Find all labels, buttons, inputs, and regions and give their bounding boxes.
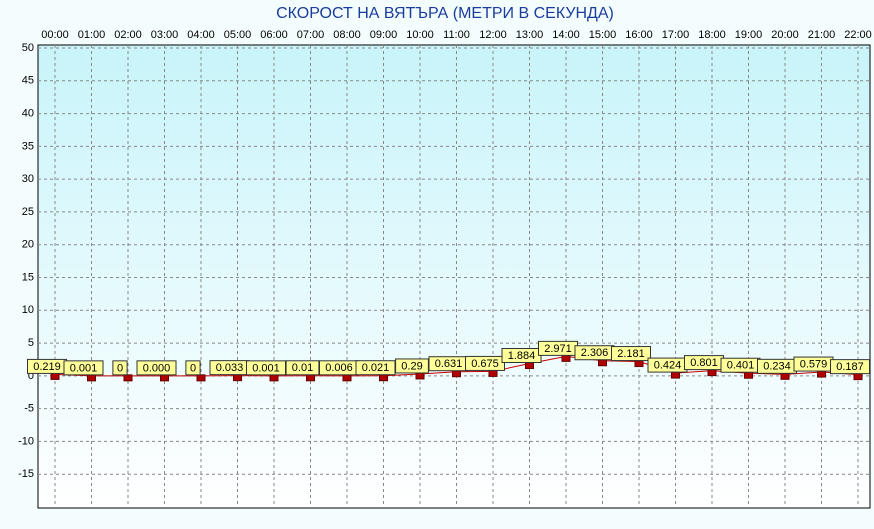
marker [817, 370, 826, 378]
value-label-box [112, 360, 128, 376]
marker [671, 371, 680, 379]
value-label: 0 [117, 362, 123, 374]
value-label: 0.033 [216, 362, 244, 374]
marker [415, 372, 425, 380]
y-tick-label: 30 [22, 173, 34, 185]
value-label-box [465, 355, 505, 371]
marker [87, 374, 96, 382]
marker [160, 374, 169, 382]
marker [452, 370, 461, 378]
x-tick-label: 11:00 [443, 29, 470, 41]
value-label-box [355, 360, 396, 376]
x-tick-label: 08:00 [333, 29, 361, 41]
value-label-box [830, 359, 870, 375]
chart-title: СКОРОСТ НА ВЯТЪРА (МЕТРИ В СЕКУНДА) [276, 5, 614, 22]
marker [233, 374, 242, 382]
value-label: 0.01 [292, 362, 313, 374]
value-label: 0.29 [401, 360, 422, 372]
y-tick-label: 20 [22, 239, 34, 251]
value-label-box [246, 360, 286, 376]
marker [123, 374, 133, 382]
value-label: 2.181 [617, 348, 645, 360]
value-label: 0.579 [800, 358, 828, 370]
marker [379, 374, 388, 382]
x-tick-label: 00:00 [41, 29, 69, 41]
marker [780, 372, 790, 380]
x-tick-label: 05:00 [224, 29, 252, 41]
y-tick-label: 0 [28, 370, 34, 382]
x-tick-label: 06:00 [260, 29, 288, 41]
x-tick-label: 07:00 [297, 29, 325, 41]
value-label-box [136, 360, 177, 376]
y-tick-label: 40 [22, 107, 34, 119]
value-label: 0 [190, 362, 196, 374]
value-label: 0.021 [362, 362, 390, 374]
x-tick-label: 03:00 [151, 29, 179, 41]
marker [488, 369, 498, 377]
x-tick-label: 15:00 [589, 29, 617, 41]
x-tick-label: 18:00 [698, 29, 726, 41]
y-tick-label: -15 [18, 468, 34, 480]
x-tick-label: 22:00 [844, 29, 872, 41]
y-tick-label: 10 [22, 304, 34, 316]
y-tick-label: 45 [22, 75, 34, 87]
marker [744, 371, 753, 379]
x-tick-label: 02:00 [114, 29, 142, 41]
marker [561, 354, 571, 362]
value-label: 2.971 [544, 343, 572, 355]
value-label: 0.424 [654, 359, 682, 371]
marker [598, 359, 607, 367]
y-tick-label: 50 [22, 42, 34, 54]
x-tick-label: 10:00 [406, 29, 434, 41]
plot-area [37, 44, 871, 509]
value-label: 0.001 [70, 362, 98, 374]
x-tick-label: 14:00 [552, 29, 580, 41]
value-label: 0.000 [143, 362, 171, 374]
y-tick-label: -10 [18, 435, 34, 447]
value-label-box [63, 360, 104, 376]
marker [707, 369, 717, 377]
x-tick-label: 17:00 [662, 29, 690, 41]
value-label: 0.401 [727, 360, 755, 372]
value-label: 0.187 [836, 361, 864, 373]
x-tick-label: 19:00 [735, 29, 763, 41]
y-tick-label: 35 [22, 140, 34, 152]
value-label: 0.001 [252, 362, 280, 374]
value-label: 0.675 [471, 358, 499, 370]
value-label: 0.801 [690, 357, 718, 369]
x-tick-label: 09:00 [370, 29, 398, 41]
y-tick-label: 25 [22, 206, 34, 218]
x-tick-label: 12:00 [479, 29, 507, 41]
y-tick-label: -5 [24, 403, 34, 415]
marker [269, 374, 279, 382]
marker [342, 374, 352, 382]
value-label: 0.219 [33, 361, 61, 373]
y-tick-label: 5 [28, 337, 34, 349]
marker [853, 373, 863, 381]
value-label: 1.884 [508, 350, 536, 362]
x-tick-label: 21:00 [808, 29, 836, 41]
x-tick-label: 20:00 [771, 29, 799, 41]
value-label-box [611, 346, 651, 362]
x-tick-label: 16:00 [625, 29, 653, 41]
value-label: 0.631 [435, 358, 463, 370]
marker [525, 362, 534, 370]
value-label: 2.306 [581, 347, 609, 359]
marker [634, 360, 644, 368]
value-label: 0.006 [325, 362, 353, 374]
value-label-box [285, 360, 320, 376]
value-label-box [185, 360, 201, 376]
x-tick-label: 01:00 [78, 29, 106, 41]
value-label: 0.234 [763, 361, 791, 373]
x-tick-label: 04:00 [187, 29, 215, 41]
marker [306, 374, 315, 382]
x-tick-label: 13:00 [516, 29, 544, 41]
marker [196, 374, 206, 382]
y-tick-label: 15 [22, 271, 34, 283]
marker [50, 372, 60, 380]
value-label-box [395, 358, 429, 374]
